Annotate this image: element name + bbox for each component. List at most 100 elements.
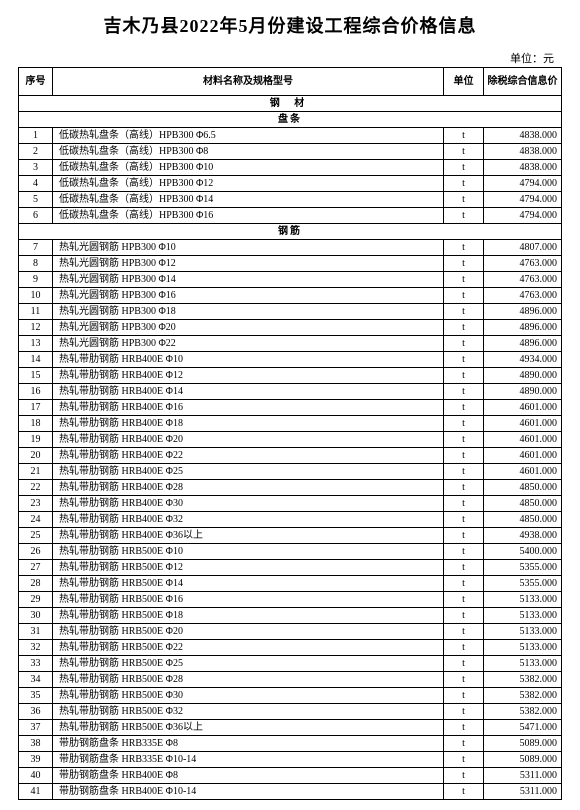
cell-name: 热轧光圆钢筋 HPB300 Φ20 <box>53 320 444 336</box>
cell-name: 热轧带肋钢筋 HRB400E Φ12 <box>53 368 444 384</box>
cell-idx: 9 <box>19 272 53 288</box>
cell-unit: t <box>444 272 484 288</box>
cell-name: 热轧带肋钢筋 HRB400E Φ25 <box>53 464 444 480</box>
subsection-row: 盘条 <box>19 112 562 128</box>
cell-unit: t <box>444 496 484 512</box>
cell-idx: 15 <box>19 368 53 384</box>
cell-idx: 13 <box>19 336 53 352</box>
cell-name: 热轧光圆钢筋 HPB300 Φ18 <box>53 304 444 320</box>
cell-unit: t <box>444 288 484 304</box>
table-row: 19热轧带肋钢筋 HRB400E Φ20t4601.000 <box>19 432 562 448</box>
cell-price: 4896.000 <box>484 304 562 320</box>
cell-idx: 21 <box>19 464 53 480</box>
cell-idx: 10 <box>19 288 53 304</box>
cell-unit: t <box>444 688 484 704</box>
cell-name: 热轧带肋钢筋 HRB500E Φ14 <box>53 576 444 592</box>
cell-price: 4896.000 <box>484 320 562 336</box>
cell-price: 4850.000 <box>484 496 562 512</box>
cell-unit: t <box>444 320 484 336</box>
table-row: 21热轧带肋钢筋 HRB400E Φ25t4601.000 <box>19 464 562 480</box>
cell-idx: 38 <box>19 736 53 752</box>
cell-unit: t <box>444 336 484 352</box>
col-price: 除税综合信息价 <box>484 68 562 96</box>
table-row: 4低碳热轧盘条（高线）HPB300 Φ12t4794.000 <box>19 176 562 192</box>
col-name: 材料名称及规格型号 <box>53 68 444 96</box>
cell-idx: 41 <box>19 784 53 800</box>
cell-name: 带肋钢筋盘条 HRB335E Φ8 <box>53 736 444 752</box>
cell-name: 热轧带肋钢筋 HRB500E Φ25 <box>53 656 444 672</box>
cell-price: 4838.000 <box>484 144 562 160</box>
cell-price: 4807.000 <box>484 240 562 256</box>
cell-unit: t <box>444 128 484 144</box>
cell-unit: t <box>444 368 484 384</box>
table-row: 20热轧带肋钢筋 HRB400E Φ22t4601.000 <box>19 448 562 464</box>
table-row: 10热轧光圆钢筋 HPB300 Φ16t4763.000 <box>19 288 562 304</box>
cell-idx: 7 <box>19 240 53 256</box>
cell-name: 低碳热轧盘条（高线）HPB300 Φ12 <box>53 176 444 192</box>
cell-name: 热轧带肋钢筋 HRB400E Φ10 <box>53 352 444 368</box>
cell-name: 热轧带肋钢筋 HRB400E Φ20 <box>53 432 444 448</box>
table-row: 15热轧带肋钢筋 HRB400E Φ12t4890.000 <box>19 368 562 384</box>
table-header-row: 序号 材料名称及规格型号 单位 除税综合信息价 <box>19 68 562 96</box>
cell-idx: 37 <box>19 720 53 736</box>
cell-name: 低碳热轧盘条（高线）HPB300 Φ14 <box>53 192 444 208</box>
cell-price: 5133.000 <box>484 640 562 656</box>
cell-unit: t <box>444 352 484 368</box>
col-unit: 单位 <box>444 68 484 96</box>
section-label: 钢筋 <box>19 224 562 240</box>
cell-price: 5382.000 <box>484 688 562 704</box>
table-row: 36热轧带肋钢筋 HRB500E Φ32t5382.000 <box>19 704 562 720</box>
cell-idx: 2 <box>19 144 53 160</box>
cell-idx: 35 <box>19 688 53 704</box>
table-row: 35热轧带肋钢筋 HRB500E Φ30t5382.000 <box>19 688 562 704</box>
cell-price: 4763.000 <box>484 272 562 288</box>
section-label: 钢 材 <box>19 96 562 112</box>
table-row: 6低碳热轧盘条（高线）HPB300 Φ16t4794.000 <box>19 208 562 224</box>
table-row: 11热轧光圆钢筋 HPB300 Φ18t4896.000 <box>19 304 562 320</box>
cell-unit: t <box>444 608 484 624</box>
cell-name: 低碳热轧盘条（高线）HPB300 Φ10 <box>53 160 444 176</box>
cell-unit: t <box>444 752 484 768</box>
cell-name: 热轧带肋钢筋 HRB400E Φ14 <box>53 384 444 400</box>
cell-price: 5133.000 <box>484 592 562 608</box>
table-row: 2低碳热轧盘条（高线）HPB300 Φ8t4838.000 <box>19 144 562 160</box>
cell-idx: 29 <box>19 592 53 608</box>
table-row: 17热轧带肋钢筋 HRB400E Φ16t4601.000 <box>19 400 562 416</box>
cell-price: 4794.000 <box>484 176 562 192</box>
page-title: 吉木乃县2022年5月份建设工程综合价格信息 <box>18 12 562 38</box>
cell-unit: t <box>444 176 484 192</box>
cell-idx: 24 <box>19 512 53 528</box>
table-row: 27热轧带肋钢筋 HRB500E Φ12t5355.000 <box>19 560 562 576</box>
table-row: 26热轧带肋钢筋 HRB500E Φ10t5400.000 <box>19 544 562 560</box>
cell-idx: 4 <box>19 176 53 192</box>
cell-price: 4850.000 <box>484 480 562 496</box>
cell-idx: 36 <box>19 704 53 720</box>
cell-name: 热轧带肋钢筋 HRB400E Φ18 <box>53 416 444 432</box>
cell-price: 4601.000 <box>484 448 562 464</box>
cell-name: 热轧带肋钢筋 HRB500E Φ18 <box>53 608 444 624</box>
table-row: 29热轧带肋钢筋 HRB500E Φ16t5133.000 <box>19 592 562 608</box>
table-row: 16热轧带肋钢筋 HRB400E Φ14t4890.000 <box>19 384 562 400</box>
table-row: 22热轧带肋钢筋 HRB400E Φ28t4850.000 <box>19 480 562 496</box>
cell-unit: t <box>444 736 484 752</box>
cell-price: 4763.000 <box>484 288 562 304</box>
cell-idx: 39 <box>19 752 53 768</box>
cell-idx: 11 <box>19 304 53 320</box>
cell-idx: 32 <box>19 640 53 656</box>
cell-unit: t <box>444 704 484 720</box>
col-idx: 序号 <box>19 68 53 96</box>
table-row: 23热轧带肋钢筋 HRB400E Φ30t4850.000 <box>19 496 562 512</box>
cell-name: 热轧带肋钢筋 HRB500E Φ10 <box>53 544 444 560</box>
cell-name: 热轧光圆钢筋 HPB300 Φ14 <box>53 272 444 288</box>
cell-price: 5089.000 <box>484 736 562 752</box>
cell-idx: 16 <box>19 384 53 400</box>
cell-idx: 18 <box>19 416 53 432</box>
cell-idx: 28 <box>19 576 53 592</box>
cell-unit: t <box>444 768 484 784</box>
cell-price: 4896.000 <box>484 336 562 352</box>
cell-name: 热轧带肋钢筋 HRB400E Φ30 <box>53 496 444 512</box>
cell-name: 热轧带肋钢筋 HRB500E Φ30 <box>53 688 444 704</box>
table-row: 7热轧光圆钢筋 HPB300 Φ10t4807.000 <box>19 240 562 256</box>
table-row: 38带肋钢筋盘条 HRB335E Φ8t5089.000 <box>19 736 562 752</box>
cell-idx: 26 <box>19 544 53 560</box>
